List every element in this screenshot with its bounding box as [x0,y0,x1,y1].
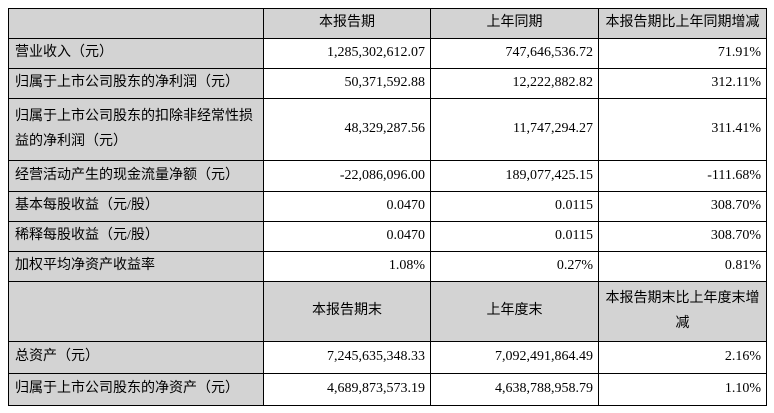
value-change: 308.70% [598,221,767,252]
table-row-revenue: 营业收入（元） 1,285,302,612.07 747,646,536.72 … [8,38,767,69]
row-label: 基本每股收益（元/股） [8,191,264,222]
value-change: 308.70% [598,191,767,222]
value-change: 71.91% [598,38,767,69]
row-label: 归属于上市公司股东的净资产（元） [8,373,264,406]
col-header-period-change: 本报告期比上年同期增减 [598,8,767,39]
value-prior: 0.27% [430,251,599,282]
value-current: 0.0470 [263,221,431,252]
value-prior: 0.0115 [430,191,599,222]
value-current: 7,245,635,348.33 [263,341,431,374]
value-change: 312.11% [598,68,767,99]
table-row-operating-cash-flow: 经营活动产生的现金流量净额（元） -22,086,096.00 189,077,… [8,160,767,192]
row-label: 稀释每股收益（元/股） [8,221,264,252]
table-row-net-assets: 归属于上市公司股东的净资产（元） 4,689,873,573.19 4,638,… [8,373,767,406]
row-label: 归属于上市公司股东的扣除非经常性损益的净利润（元） [8,98,264,161]
financial-summary-table: 本报告期 上年同期 本报告期比上年同期增减 营业收入（元） 1,285,302,… [8,8,767,406]
value-prior: 4,638,788,958.79 [430,373,599,406]
value-current: 1,285,302,612.07 [263,38,431,69]
col-header-prior-year-end: 上年度末 [430,281,599,342]
row-label: 加权平均净资产收益率 [8,251,264,282]
header-blank-cell [8,8,264,39]
col-header-prior-period: 上年同期 [430,8,599,39]
value-current: 4,689,873,573.19 [263,373,431,406]
table-row-total-assets: 总资产（元） 7,245,635,348.33 7,092,491,864.49… [8,341,767,374]
table-row-basic-eps: 基本每股收益（元/股） 0.0470 0.0115 308.70% [8,191,767,222]
table-row-net-profit: 归属于上市公司股东的净利润（元） 50,371,592.88 12,222,88… [8,68,767,99]
table-row-net-profit-excl-nonrecurring: 归属于上市公司股东的扣除非经常性损益的净利润（元） 48,329,287.56 … [8,98,767,161]
value-current: 48,329,287.56 [263,98,431,161]
value-current: 1.08% [263,251,431,282]
value-change: -111.68% [598,160,767,192]
header-blank-cell [8,281,264,342]
value-change: 311.41% [598,98,767,161]
table-row-diluted-eps: 稀释每股收益（元/股） 0.0470 0.0115 308.70% [8,221,767,252]
value-change: 1.10% [598,373,767,406]
col-header-current-period: 本报告期 [263,8,431,39]
value-prior: 12,222,882.82 [430,68,599,99]
row-label: 总资产（元） [8,341,264,374]
value-prior: 189,077,425.15 [430,160,599,192]
period-end-header-row: 本报告期末 上年度末 本报告期末比上年度末增减 [8,281,767,342]
row-label: 营业收入（元） [8,38,264,69]
table-row-weighted-avg-roe: 加权平均净资产收益率 1.08% 0.27% 0.81% [8,251,767,282]
value-prior: 0.0115 [430,221,599,252]
value-prior: 747,646,536.72 [430,38,599,69]
value-current: -22,086,096.00 [263,160,431,192]
value-change: 2.16% [598,341,767,374]
period-header-row: 本报告期 上年同期 本报告期比上年同期增减 [8,8,767,39]
value-prior: 7,092,491,864.49 [430,341,599,374]
row-label: 经营活动产生的现金流量净额（元） [8,160,264,192]
row-label: 归属于上市公司股东的净利润（元） [8,68,264,99]
col-header-period-end-change: 本报告期末比上年度末增减 [598,281,767,342]
value-current: 0.0470 [263,191,431,222]
value-prior: 11,747,294.27 [430,98,599,161]
col-header-current-period-end: 本报告期末 [263,281,431,342]
value-change: 0.81% [598,251,767,282]
value-current: 50,371,592.88 [263,68,431,99]
